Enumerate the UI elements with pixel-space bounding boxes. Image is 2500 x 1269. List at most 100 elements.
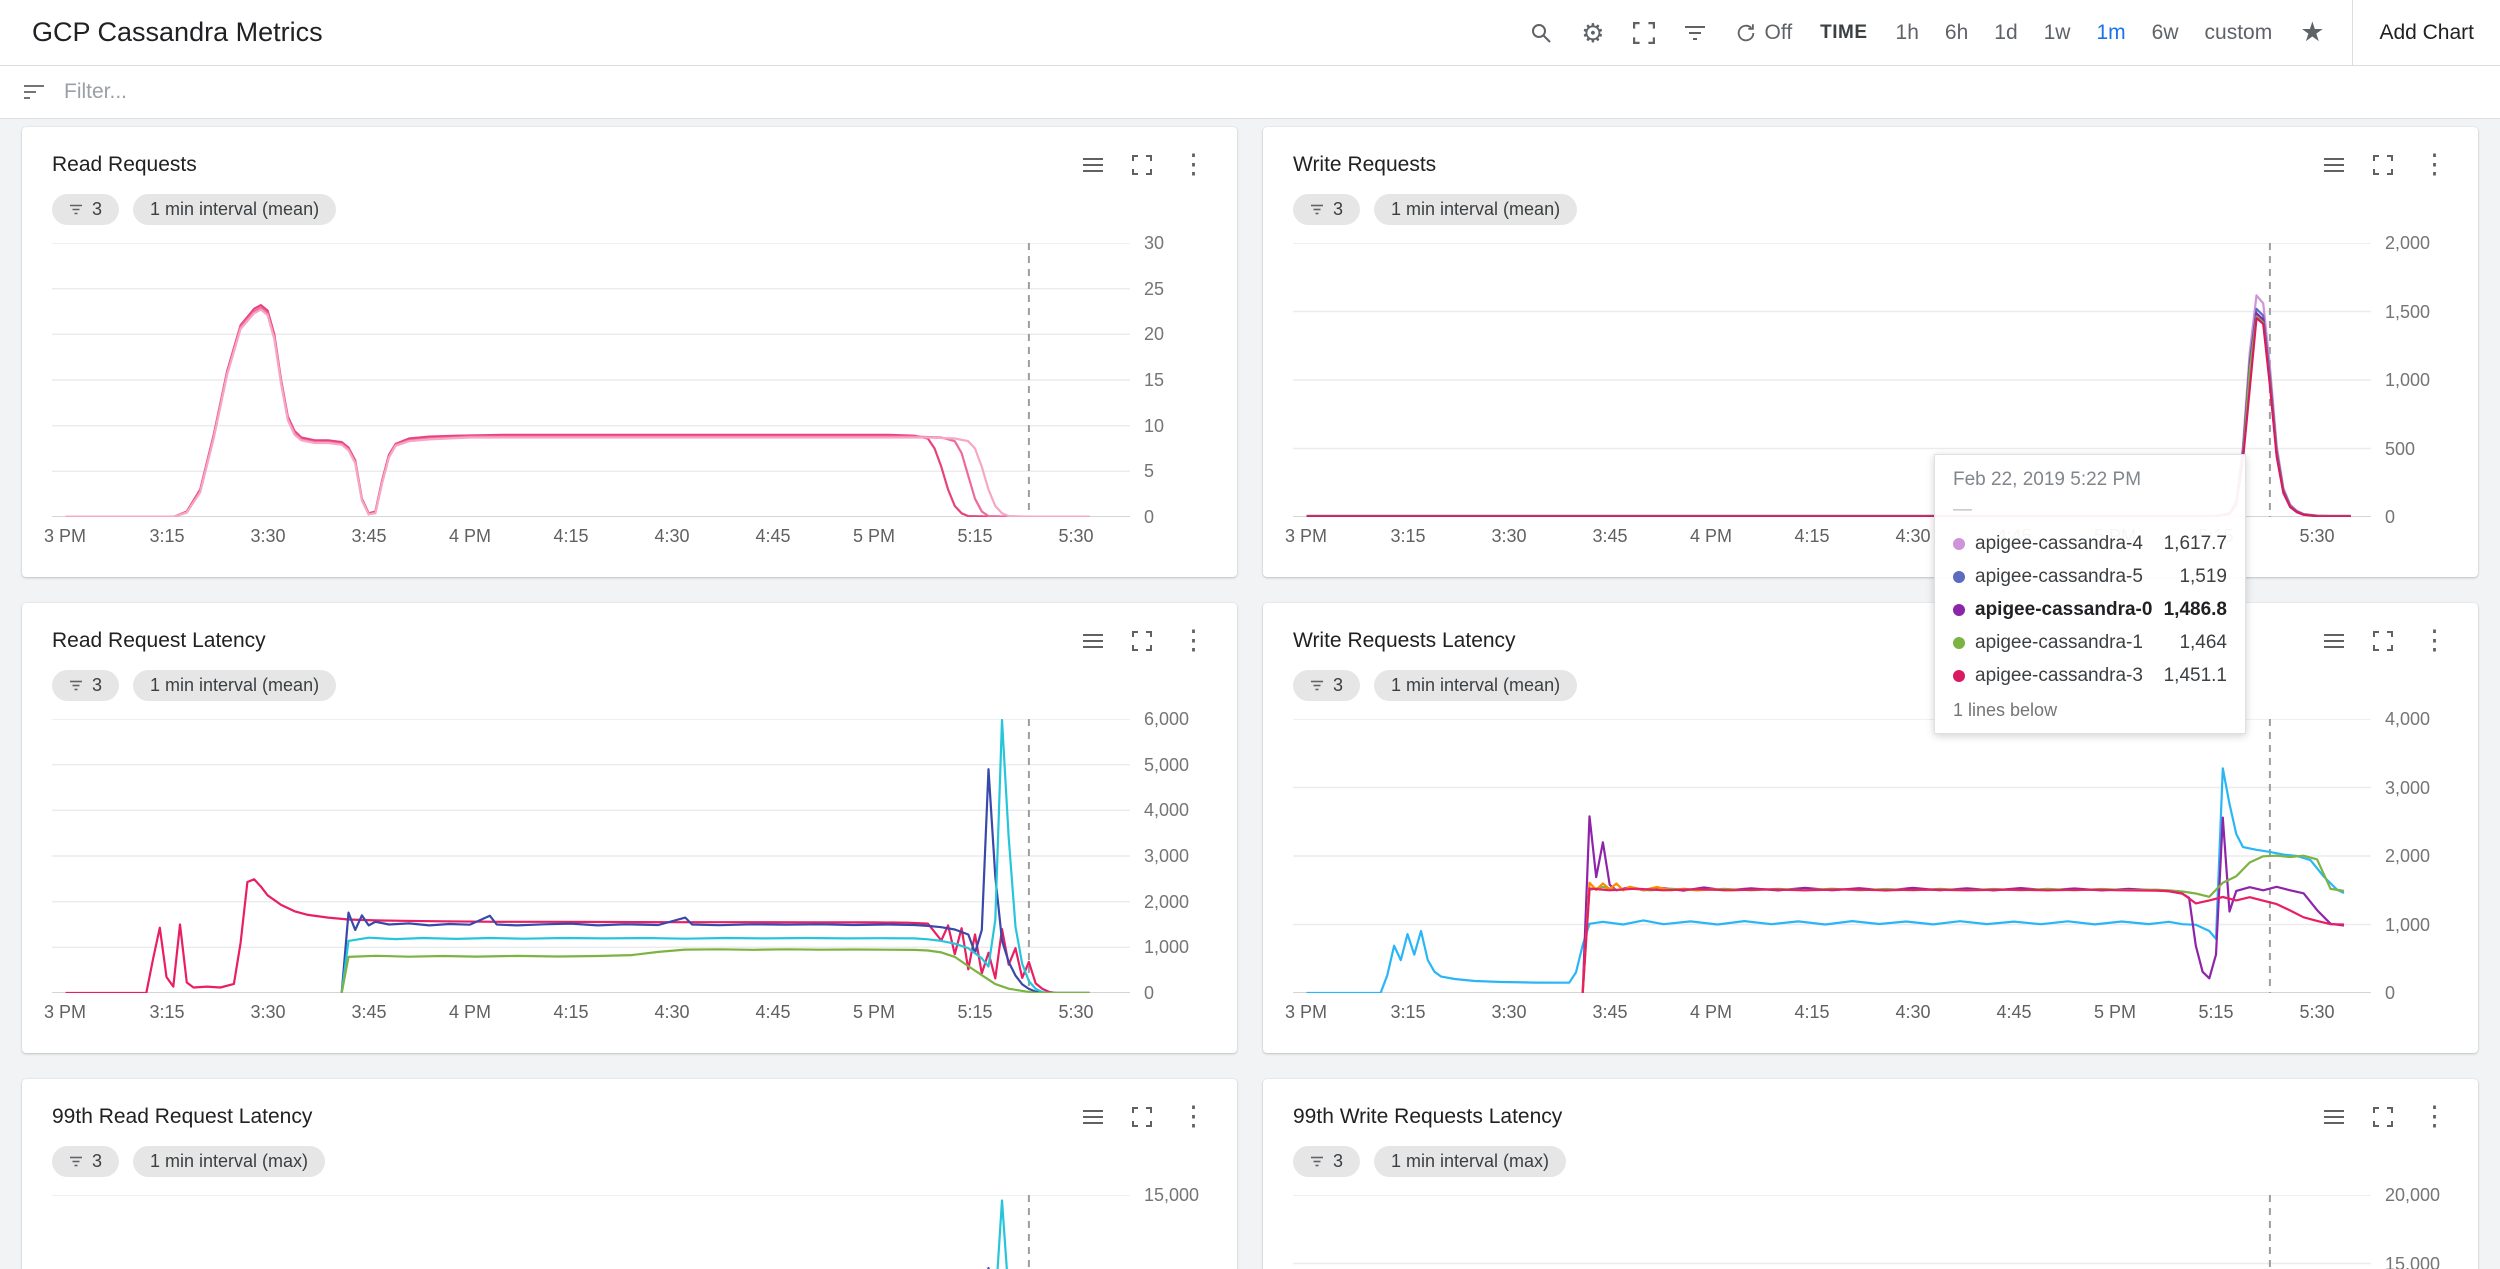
legend-icon[interactable] xyxy=(2323,632,2345,650)
chart-card-read-requests: Read Requests ⋮ 3 1 min interval (mean) … xyxy=(22,127,1237,577)
x-axis-tick: 3 PM xyxy=(43,526,87,546)
filter-count-chip[interactable]: 3 xyxy=(52,194,120,225)
x-axis-tick: 5:30 xyxy=(1058,1002,1094,1022)
fullscreen-icon[interactable] xyxy=(1132,1106,1152,1127)
chart-canvas[interactable] xyxy=(52,718,1130,995)
filter-list-icon[interactable] xyxy=(1683,24,1707,42)
chart-card-read-request-latency: Read Request Latency ⋮ 3 1 min interval … xyxy=(22,603,1237,1053)
x-axis-tick: 4:30 xyxy=(1895,1002,1931,1022)
fullscreen-icon[interactable] xyxy=(2373,1106,2393,1127)
header-toolbar: ⚙ Off TIME 1h 6h 1d 1w 1m 6w custom ★ Ad… xyxy=(1529,0,2500,65)
chart-title: Write Requests xyxy=(1293,152,1437,176)
chart-canvas[interactable] xyxy=(52,242,1130,519)
search-icon[interactable] xyxy=(1529,21,1553,45)
interval-chip[interactable]: 1 min interval (mean) xyxy=(133,670,337,701)
range-6h[interactable]: 6h xyxy=(1944,20,1969,44)
auto-refresh-toggle[interactable]: Off xyxy=(1735,21,1792,45)
y-axis-tick: 3,000 xyxy=(2385,778,2431,798)
interval-chip[interactable]: 1 min interval (mean) xyxy=(1374,194,1578,225)
y-axis-tick: 30 xyxy=(1144,233,1165,253)
fullscreen-icon[interactable] xyxy=(1132,630,1152,651)
filter-count-chip[interactable]: 3 xyxy=(1293,1146,1361,1177)
y-axis-tick: 2,000 xyxy=(2385,233,2431,253)
interval-chip[interactable]: 1 min interval (max) xyxy=(1374,1146,1567,1177)
add-chart-button[interactable]: Add Chart xyxy=(2352,0,2500,65)
more-options-icon[interactable]: ⋮ xyxy=(2421,1101,2448,1131)
tooltip-series-value: 1,486.8 xyxy=(2163,598,2227,620)
chart-plot-area[interactable]: 0 1,000 2,000 3,000 4,000 5,000 6,000 3 PM 3:15… xyxy=(22,701,1237,1029)
range-1w[interactable]: 1w xyxy=(2043,20,2071,44)
legend-icon[interactable] xyxy=(1082,156,1104,174)
more-options-icon[interactable]: ⋮ xyxy=(1180,625,1207,655)
chart-plot-area[interactable]: 0 500 1,000 1,500 2,000 3 PM 3:15 3:30 3:45 4 PM… xyxy=(1263,225,2478,553)
filter-count-chip[interactable]: 3 xyxy=(1293,194,1361,225)
y-axis-tick: 5,000 xyxy=(1144,755,1190,775)
chart-plot-area[interactable]: 0 1,000 2,000 3,000 4,000 3 PM 3:15 3:30 3:45 4 … xyxy=(1263,701,2478,1029)
filter-input[interactable] xyxy=(64,80,2478,104)
tooltip-series-value: 1,617.7 xyxy=(2163,532,2227,554)
x-axis-tick: 5:15 xyxy=(957,1002,993,1022)
x-axis-tick: 4:30 xyxy=(654,1002,690,1022)
y-axis-labels: 05,00010,00015,000 xyxy=(1144,1185,1229,1269)
range-6w[interactable]: 6w xyxy=(2151,20,2179,44)
range-1h[interactable]: 1h xyxy=(1895,20,1919,44)
chart-canvas[interactable] xyxy=(52,1194,1130,1269)
chip-filter-count: 3 xyxy=(92,199,103,219)
range-1m-selected[interactable]: 1m xyxy=(2096,20,2126,44)
y-axis-tick: 20,000 xyxy=(2385,1185,2441,1205)
settings-gear-icon[interactable]: ⚙ xyxy=(1581,17,1605,48)
x-axis-tick: 5:30 xyxy=(2299,526,2335,546)
range-1d[interactable]: 1d xyxy=(1994,20,2018,44)
chart-title: Read Requests xyxy=(52,152,197,176)
chip-filter-icon xyxy=(70,204,82,215)
x-axis-tick: 3:45 xyxy=(351,1002,387,1022)
interval-chip[interactable]: 1 min interval (mean) xyxy=(1374,670,1578,701)
tooltip-series-name: apigee-cassandra-5 xyxy=(1975,565,2143,587)
tooltip-series-name: apigee-cassandra-1 xyxy=(1975,631,2143,653)
fullscreen-icon[interactable] xyxy=(2373,630,2393,651)
fullscreen-icon[interactable] xyxy=(2373,154,2393,175)
x-axis-tick: 3:15 xyxy=(149,526,185,546)
y-axis-labels: 0 5 10 15 20 25 30 xyxy=(1144,233,1229,527)
chart-title: Read Request Latency xyxy=(52,628,266,652)
series-color-dot xyxy=(1953,603,1965,616)
y-axis-tick: 5 xyxy=(1144,461,1155,481)
more-options-icon[interactable]: ⋮ xyxy=(1180,1101,1207,1131)
fullscreen-icon[interactable] xyxy=(1132,154,1152,175)
y-axis-tick: 1,000 xyxy=(2385,915,2431,935)
legend-icon[interactable] xyxy=(1082,632,1104,650)
chart-canvas[interactable] xyxy=(1293,1194,2371,1269)
fullscreen-icon[interactable] xyxy=(1632,21,1655,44)
y-axis-tick: 0 xyxy=(2385,507,2396,527)
x-axis-tick: 3:45 xyxy=(1592,526,1628,546)
tooltip-timestamp: Feb 22, 2019 5:22 PM xyxy=(1953,469,2142,490)
more-options-icon[interactable]: ⋮ xyxy=(1180,149,1207,179)
legend-icon[interactable] xyxy=(2323,1108,2345,1126)
more-options-icon[interactable]: ⋮ xyxy=(2421,149,2448,179)
range-custom[interactable]: custom xyxy=(2204,20,2273,44)
filter-count-chip[interactable]: 3 xyxy=(52,1146,120,1177)
x-axis-tick: 4:15 xyxy=(1794,1002,1830,1022)
chart-canvas[interactable] xyxy=(1293,718,2371,995)
filter-count-chip[interactable]: 3 xyxy=(52,670,120,701)
dashboard-grid: Read Requests ⋮ 3 1 min interval (mean) … xyxy=(0,119,2500,1269)
x-axis-tick: 3:30 xyxy=(250,1002,286,1022)
legend-icon[interactable] xyxy=(2323,156,2345,174)
x-axis-tick: 3:45 xyxy=(351,526,387,546)
interval-chip[interactable]: 1 min interval (max) xyxy=(133,1146,326,1177)
tooltip-row: apigee-cassandra-3 1,451.1 xyxy=(1953,659,2227,692)
legend-icon[interactable] xyxy=(1082,1108,1104,1126)
x-axis-tick: 4 PM xyxy=(1689,526,1733,546)
y-axis-tick: 0 xyxy=(1144,507,1155,527)
tooltip-rows: apigee-cassandra-4 1,617.7 apigee-cassandr… xyxy=(1953,527,2227,692)
y-axis-tick: 3,000 xyxy=(1144,846,1190,866)
chart-plot-area[interactable]: 05,00010,00015,000 3 PM3:153:303:454 PM4… xyxy=(22,1177,1237,1269)
chart-plot-area[interactable]: 0 5 10 15 20 25 30 3 PM 3:15 3:30 3:45 4 PM 4:15 4:3… xyxy=(22,225,1237,553)
x-axis-tick: 4:30 xyxy=(654,526,690,546)
filter-count-chip[interactable]: 3 xyxy=(1293,670,1361,701)
more-options-icon[interactable]: ⋮ xyxy=(2421,625,2448,655)
star-icon[interactable]: ★ xyxy=(2300,17,2325,47)
interval-chip[interactable]: 1 min interval (mean) xyxy=(133,194,337,225)
